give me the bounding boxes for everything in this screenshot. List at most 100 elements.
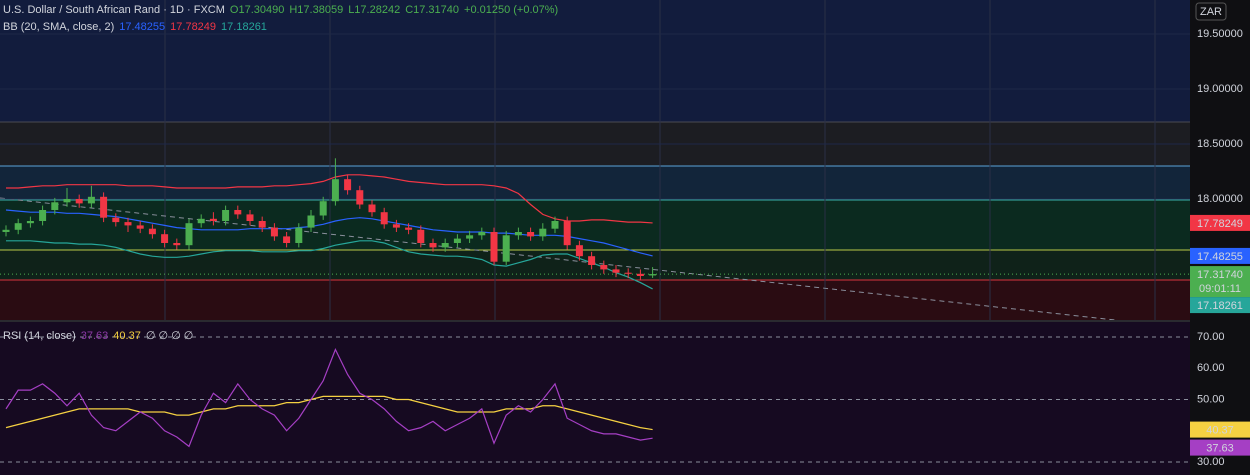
series-line — [6, 174, 653, 224]
currency-box — [1195, 2, 1227, 21]
candle-body — [270, 227, 278, 237]
bb-upper: 17.78249 — [170, 21, 216, 33]
currency: ZAR — [1200, 6, 1222, 18]
candle-body — [136, 225, 144, 229]
candle-body — [466, 235, 474, 239]
candle-body — [600, 264, 608, 270]
candle-body — [197, 218, 205, 224]
price-tag — [1190, 247, 1250, 264]
y-tick-label: 30.00 — [1197, 456, 1225, 468]
candle-body — [75, 198, 83, 204]
candle-body — [112, 217, 120, 223]
candle-body — [478, 231, 486, 236]
ohlc: O17.30490 — [230, 4, 284, 16]
candle-body — [441, 242, 449, 248]
series-line — [5, 395, 653, 431]
price-tag-label: 37.63 — [1206, 443, 1234, 455]
candle-body — [405, 227, 413, 230]
rsi-header: RSI (14, close) 37.63 40.37 ∅ ∅ ∅ ∅ — [3, 330, 193, 342]
candle-body — [51, 202, 59, 210]
candle-body — [234, 209, 242, 215]
indicator: BB (20, SMA, close, 2) — [3, 21, 114, 33]
placeholders: ∅ ∅ ∅ ∅ — [146, 330, 194, 342]
rsi-title: RSI (14, close) — [3, 330, 76, 342]
y-tick-label: 19.50000 — [1197, 28, 1243, 40]
y-tick-label: 60.00 — [1197, 362, 1225, 374]
zone — [0, 250, 1190, 280]
candle-body — [649, 274, 657, 276]
candle-body — [124, 222, 132, 226]
change: +0.01250 (+0.07%) — [464, 4, 558, 16]
price-axis — [1190, 0, 1250, 475]
candle-body — [356, 190, 364, 205]
series-line — [5, 348, 653, 448]
rsi-value: 37.63 — [81, 330, 109, 342]
trend-line — [0, 197, 1116, 321]
y-tick-label: 70.00 — [1197, 331, 1225, 343]
candle-body — [331, 179, 339, 202]
pane-divider — [0, 320, 1250, 322]
symbol-header: U.S. Dollar / South African Rand · 1D · … — [3, 4, 558, 16]
candle-body — [319, 201, 327, 216]
countdown: 09:01:11 — [1199, 283, 1241, 295]
candle-body — [258, 220, 266, 228]
ohlc: H17.38059 — [289, 4, 343, 16]
rsi-pane — [0, 322, 1190, 475]
price-tag — [1190, 297, 1250, 314]
candle-body — [624, 272, 632, 274]
candle-body — [344, 179, 352, 191]
zone — [0, 200, 1190, 250]
candle-body — [527, 231, 535, 237]
candle-body — [307, 215, 315, 228]
symbol: U.S. Dollar / South African Rand · 1D · … — [3, 4, 225, 16]
candle-body — [417, 229, 425, 243]
candle-body — [161, 234, 169, 243]
candle-body — [295, 227, 303, 243]
candle-body — [551, 220, 559, 229]
series-line — [6, 240, 653, 290]
candle-body — [185, 223, 193, 246]
price-tag — [1190, 214, 1250, 231]
y-tick-label: 18.00000 — [1197, 193, 1243, 205]
candle-body — [209, 218, 217, 221]
price-tag — [1190, 439, 1250, 456]
candle-body — [563, 220, 571, 246]
y-tick-label: 18.50000 — [1197, 138, 1243, 150]
candle-body — [87, 196, 95, 204]
candle-body — [514, 231, 522, 236]
candle-body — [148, 228, 156, 235]
candle-body — [490, 231, 498, 262]
candle-body — [636, 273, 644, 276]
zone — [0, 166, 1190, 200]
candle-body — [246, 214, 254, 221]
candle-body — [392, 224, 400, 228]
ohlc: C17.31740 — [405, 4, 459, 16]
candle-body — [26, 220, 34, 224]
rsi-ma-value: 40.37 — [113, 330, 141, 342]
price-tag-label: 17.31740 — [1197, 269, 1243, 281]
candle-body — [173, 242, 181, 246]
zone — [0, 280, 1190, 320]
candle-body — [222, 209, 230, 221]
candle-body — [612, 269, 620, 273]
bb-basis: 17.48255 — [119, 21, 165, 33]
bb-lower: 17.18261 — [221, 21, 267, 33]
candle-body — [283, 236, 291, 243]
candle-body — [2, 229, 10, 232]
candle-body — [14, 223, 22, 230]
indicator-header: BB (20, SMA, close, 2) 17.48255 17.78249 17… — [3, 21, 267, 33]
candle-body — [502, 235, 510, 262]
candle-body — [453, 238, 461, 243]
candle-body — [539, 228, 547, 237]
zone — [0, 0, 1190, 122]
candle-body — [100, 196, 108, 218]
candle-body — [588, 256, 596, 265]
candle-body — [429, 242, 437, 248]
candle-body — [39, 209, 47, 221]
price-tag-label: 40.37 — [1206, 425, 1234, 437]
candle-body — [63, 198, 71, 203]
price-tag-label: 17.48255 — [1197, 251, 1243, 263]
price-tag — [1190, 266, 1250, 298]
price-tag — [1190, 421, 1250, 438]
